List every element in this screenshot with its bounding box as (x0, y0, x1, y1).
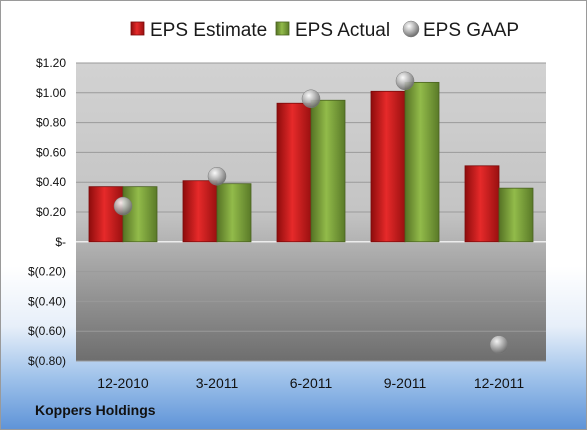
gaap-markers (113, 71, 509, 354)
marker-eps-gaap-3-2011 (207, 166, 227, 186)
bar-eps-estimate-12-2010 (88, 186, 124, 243)
x-tick-label: 3-2011 (196, 375, 239, 391)
bar-eps-actual-6-2011 (310, 99, 346, 243)
y-tick-label: $1.20 (36, 56, 66, 70)
legend: EPS Estimate EPS Actual EPS GAAP (130, 20, 519, 41)
marker-eps-gaap-12-2011 (489, 335, 509, 354)
company-name: Koppers Holdings (35, 402, 156, 418)
y-tick-label: $1.00 (36, 86, 66, 100)
bars (88, 81, 534, 243)
legend-label-eps-gaap: EPS GAAP (423, 20, 519, 41)
legend-swatch-eps-estimate (130, 21, 145, 36)
marker-eps-gaap-6-2011 (301, 89, 321, 109)
legend-swatch-eps-actual (275, 21, 290, 36)
bar-eps-actual-3-2011 (216, 183, 252, 243)
legend-swatch-eps-gaap (402, 20, 420, 38)
y-tick-label: $(0.40) (28, 294, 66, 308)
bar-eps-estimate-6-2011 (276, 102, 312, 243)
y-tick-label: $- (55, 235, 66, 249)
y-tick-label: $0.60 (36, 145, 66, 159)
y-tick-label: $0.20 (36, 205, 66, 219)
y-tick-label: $(0.20) (28, 265, 66, 279)
x-tick-label: 12-2011 (474, 375, 525, 391)
y-tick-label: $0.80 (36, 116, 66, 130)
legend-label-eps-estimate: EPS Estimate (150, 20, 267, 41)
marker-eps-gaap-9-2011 (395, 71, 415, 91)
x-axis-labels: 12-2010 3-2011 6-2011 9-2011 12-2011 (97, 375, 524, 391)
y-tick-label: $0.40 (36, 175, 66, 189)
x-tick-label: 6-2011 (290, 375, 333, 391)
bar-eps-estimate-9-2011 (370, 90, 406, 243)
y-tick-label: $(0.60) (28, 324, 66, 338)
legend-label-eps-actual: EPS Actual (295, 20, 390, 41)
bar-eps-actual-12-2011 (498, 187, 534, 243)
x-tick-label: 12-2010 (97, 375, 149, 391)
bar-eps-estimate-3-2011 (182, 180, 218, 243)
bar-eps-actual-12-2010 (122, 186, 158, 243)
marker-eps-gaap-12-2010 (113, 196, 133, 216)
bar-eps-estimate-12-2011 (464, 165, 500, 243)
y-tick-label: $(0.80) (28, 354, 66, 368)
x-tick-label: 9-2011 (384, 375, 427, 391)
y-axis-labels: $1.20 $1.00 $0.80 $0.60 $0.40 $0.20 $- $(0.20) $… (28, 56, 66, 368)
bar-eps-actual-9-2011 (404, 81, 440, 243)
